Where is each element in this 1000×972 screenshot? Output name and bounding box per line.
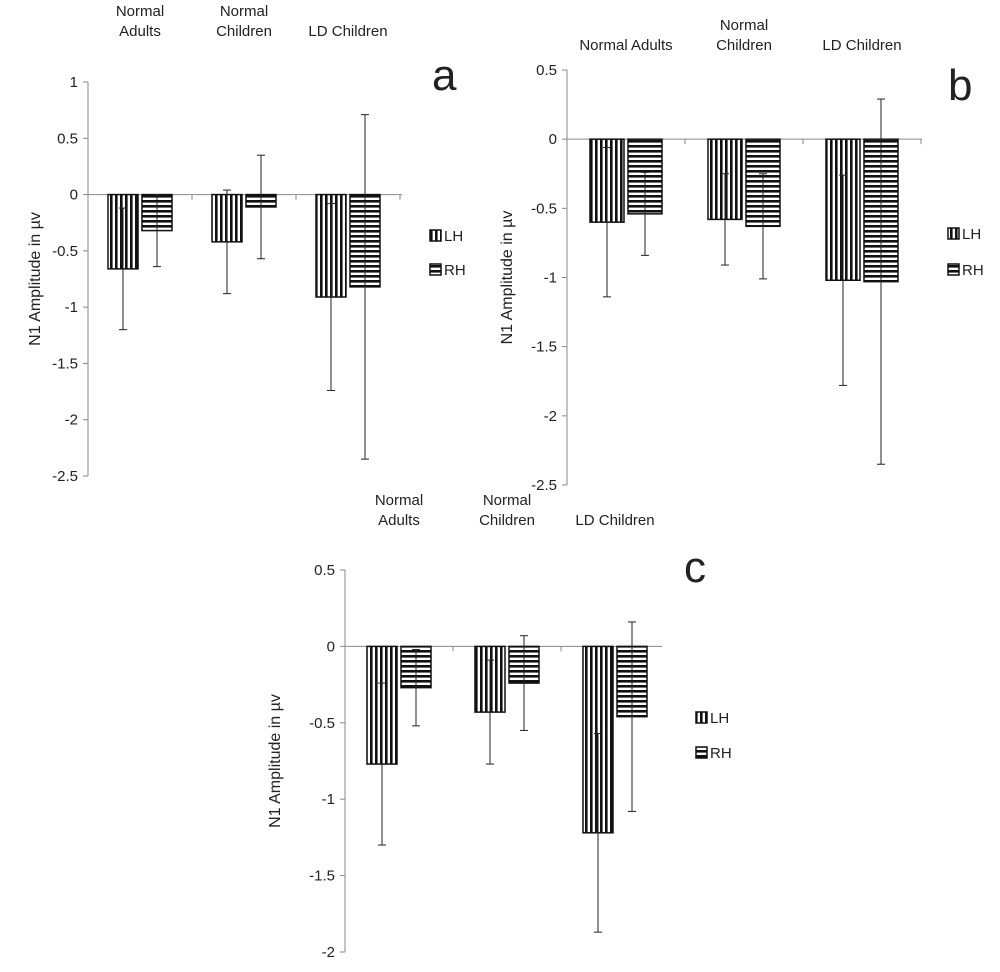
category-label: Normal <box>720 17 768 34</box>
y-tick-label: 1 <box>70 74 78 91</box>
category-label: LD Children <box>308 23 387 40</box>
legend-label-lh: LH <box>710 710 729 727</box>
y-tick-label: -0.5 <box>531 200 557 217</box>
y-tick-label: -0.5 <box>52 243 78 260</box>
chart-panel-b: 0.5 0 -0.5 -1 -1.5 -2 -2.5 Normal Adults Normal C… <box>499 17 984 494</box>
category-label: Normal Adults <box>579 37 672 54</box>
category-label: Adults <box>119 23 161 40</box>
legend-swatch-lh <box>695 711 708 724</box>
y-tick-label: -2 <box>65 412 78 429</box>
category-label: Normal <box>116 3 164 20</box>
panel-letter: b <box>948 61 972 110</box>
category-label: LD Children <box>822 37 901 54</box>
y-tick-label: 0.5 <box>536 62 557 79</box>
y-tick-label: 0 <box>70 187 78 204</box>
y-axis-title: N1 Amplitude in µv <box>267 694 284 828</box>
legend-swatch-lh <box>947 227 960 240</box>
y-tick-label: 0 <box>327 638 335 655</box>
legend-swatch-lh <box>429 229 442 242</box>
y-tick-label: -1 <box>65 299 78 316</box>
y-tick-label: -1.5 <box>52 355 78 372</box>
y-axis-title: N1 Amplitude in µv <box>27 212 44 346</box>
legend-label-lh: LH <box>444 228 463 245</box>
y-tick-label: -0.5 <box>309 715 335 732</box>
y-tick-label: -1.5 <box>309 868 335 885</box>
legend-label-rh: RH <box>444 262 466 279</box>
category-label: LD Children <box>575 512 654 529</box>
category-label: Normal <box>483 492 531 509</box>
category-label: Normal <box>220 3 268 20</box>
legend-label-lh: LH <box>962 226 981 243</box>
y-tick-label: -1 <box>544 270 557 287</box>
legend-label-rh: RH <box>962 262 984 279</box>
y-tick-label: -2.5 <box>531 477 557 494</box>
y-tick-label: 0.5 <box>314 562 335 579</box>
legend-label-rh: RH <box>710 745 732 762</box>
y-axis-title: N1 Amplitude in µv <box>499 211 516 345</box>
y-tick-label: -1 <box>322 791 335 808</box>
chart-panel-c: 0.5 0 -0.5 -1 -1.5 -2 Normal Adults Normal Childr… <box>267 492 732 961</box>
panel-letter: c <box>684 543 706 592</box>
category-label: Adults <box>378 512 420 529</box>
legend-swatch-rh <box>947 263 960 276</box>
category-label: Children <box>479 512 535 529</box>
panel-letter: a <box>432 51 457 100</box>
category-label: Children <box>216 23 272 40</box>
y-tick-label: -2 <box>544 408 557 425</box>
y-tick-label: -1.5 <box>531 339 557 356</box>
y-tick-label: -2.5 <box>52 468 78 485</box>
legend-swatch-rh <box>429 263 442 276</box>
legend-swatch-rh <box>695 746 708 759</box>
category-label: Children <box>716 37 772 54</box>
y-tick-label: -2 <box>322 944 335 961</box>
y-tick-label: 0 <box>549 131 557 148</box>
chart-panel-a: 1 0.5 0 -0.5 -1 -1.5 -2 -2.5 Normal Adults Normal C… <box>27 3 466 485</box>
y-tick-label: 0.5 <box>57 130 78 147</box>
category-label: Normal <box>375 492 423 509</box>
